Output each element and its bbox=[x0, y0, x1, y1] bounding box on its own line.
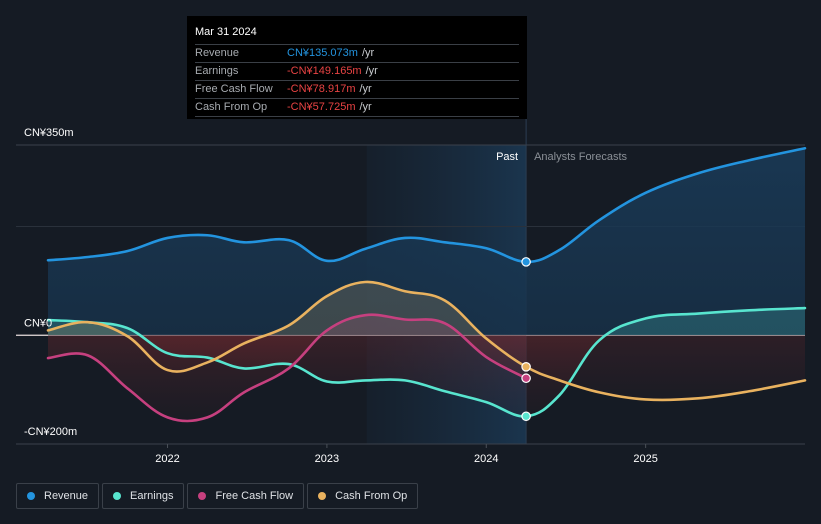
line-earnings bbox=[46, 306, 807, 418]
legend-item-cash-from-op[interactable]: Cash From Op bbox=[307, 483, 419, 509]
legend-label: Free Cash Flow bbox=[215, 490, 294, 502]
line-cash-from-op bbox=[46, 280, 807, 402]
tooltip-value: -CN¥78.917m bbox=[287, 83, 356, 95]
area-cash-from-op-positive bbox=[48, 281, 483, 336]
tooltip-unit: /yr bbox=[359, 101, 372, 113]
marker-cash-from-op bbox=[521, 362, 531, 372]
marker-revenue bbox=[521, 257, 531, 267]
line-revenue bbox=[46, 146, 807, 264]
tooltip-row-earnings: Earnings -CN¥149.165m /yr bbox=[195, 63, 519, 81]
x-tick-label: 2023 bbox=[315, 453, 339, 465]
tooltip-label: Free Cash Flow bbox=[195, 83, 273, 95]
tooltip-unit: /yr bbox=[361, 47, 375, 59]
legend-dot-icon bbox=[318, 492, 327, 500]
legend-label: Earnings bbox=[130, 490, 174, 502]
legend-item-earnings[interactable]: Earnings bbox=[102, 483, 185, 509]
x-tick-label: 2025 bbox=[633, 453, 657, 465]
marker-earnings bbox=[521, 411, 531, 422]
legend-item-revenue[interactable]: Revenue bbox=[16, 483, 100, 509]
marker-free-cash-flow bbox=[521, 373, 531, 384]
tooltip-row-cash-from-op: Cash From Op -CN¥57.725m /yr bbox=[195, 99, 519, 117]
past-label: Past bbox=[496, 151, 518, 163]
legend-dot-icon bbox=[198, 492, 207, 500]
tooltip-markers bbox=[521, 257, 531, 422]
tooltip-value: CN¥135.073m bbox=[287, 47, 358, 59]
area-revenue-positive bbox=[48, 148, 805, 336]
tooltip-value: -CN¥149.165m bbox=[287, 65, 362, 77]
tooltip-label: Earnings bbox=[195, 65, 239, 77]
legend-label: Cash From Op bbox=[335, 490, 408, 502]
y-tick-label: CN¥350m bbox=[24, 127, 74, 139]
area-cash-from-op-tint bbox=[48, 281, 483, 336]
area-earnings-tint bbox=[48, 308, 805, 336]
legend-dot-icon bbox=[113, 492, 122, 500]
tooltip: Mar 31 2024 Revenue CN¥135.073m /yr Earn… bbox=[187, 16, 527, 119]
area-fills bbox=[48, 148, 805, 421]
tooltip-unit: /yr bbox=[365, 65, 378, 77]
tooltip-label: Cash From Op bbox=[195, 101, 268, 113]
y-tick-label: -CN¥200m bbox=[24, 426, 77, 438]
line-free-cash-flow bbox=[46, 313, 528, 423]
series-lines bbox=[46, 146, 807, 423]
tooltip-date: Mar 31 2024 bbox=[195, 24, 519, 45]
area-cash-from-op-negative bbox=[48, 335, 805, 400]
tooltip-label: Revenue bbox=[195, 47, 240, 59]
legend-label: Revenue bbox=[44, 490, 89, 502]
tooltip-row-free-cash-flow: Free Cash Flow -CN¥78.917m /yr bbox=[195, 81, 519, 99]
y-tick-label: CN¥0 bbox=[24, 317, 52, 329]
tooltip-unit: /yr bbox=[359, 83, 372, 95]
x-tick-label: 2022 bbox=[155, 453, 179, 465]
area-earnings-positive bbox=[48, 308, 805, 336]
tooltip-value: -CN¥57.725m bbox=[287, 101, 356, 113]
forecast-label: Analysts Forecasts bbox=[534, 151, 627, 163]
legend-item-free-cash-flow[interactable]: Free Cash Flow bbox=[187, 483, 305, 509]
legend: Revenue Earnings Free Cash Flow Cash Fro… bbox=[16, 483, 419, 509]
x-tick-label: 2024 bbox=[474, 453, 498, 465]
legend-dot-icon bbox=[27, 492, 35, 500]
tooltip-row-revenue: Revenue CN¥135.073m /yr bbox=[195, 45, 519, 63]
axis-labels: CN¥350m CN¥0 -CN¥200m 2022 2023 2024 2025 Past A… bbox=[24, 127, 658, 465]
